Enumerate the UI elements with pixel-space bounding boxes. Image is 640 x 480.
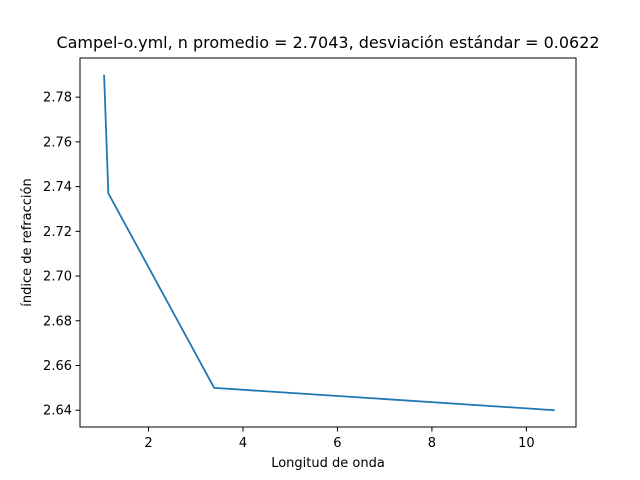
y-tick-label: 2.78 bbox=[43, 91, 72, 106]
y-tick-label: 2.74 bbox=[43, 180, 72, 195]
x-tick-label: 4 bbox=[239, 436, 247, 451]
y-axis-label: índice de refracción bbox=[20, 178, 35, 306]
x-axis-label: Longitud de onda bbox=[271, 456, 385, 471]
x-tick-label: 2 bbox=[144, 436, 152, 451]
y-tick-label: 2.76 bbox=[43, 135, 72, 150]
y-tick-label: 2.68 bbox=[43, 314, 72, 329]
series-layer bbox=[103, 74, 555, 412]
plot-area bbox=[79, 57, 577, 428]
y-tick-label: 2.66 bbox=[43, 359, 72, 374]
x-axis: 2 4 6 8 10 bbox=[144, 427, 535, 451]
series-line bbox=[103, 74, 555, 412]
x-tick-label: 8 bbox=[428, 436, 436, 451]
x-tick-label: 10 bbox=[518, 436, 535, 451]
y-tick-label: 2.70 bbox=[43, 270, 72, 285]
chart-title: Campel-o.yml, n promedio = 2.7043, desvi… bbox=[56, 33, 599, 52]
y-tick-label: 2.64 bbox=[43, 404, 72, 419]
y-axis: 2.64 2.66 2.68 2.70 2.72 2.74 2.76 2.78 bbox=[43, 91, 80, 419]
x-tick-label: 6 bbox=[333, 436, 341, 451]
y-tick-label: 2.72 bbox=[43, 225, 72, 240]
